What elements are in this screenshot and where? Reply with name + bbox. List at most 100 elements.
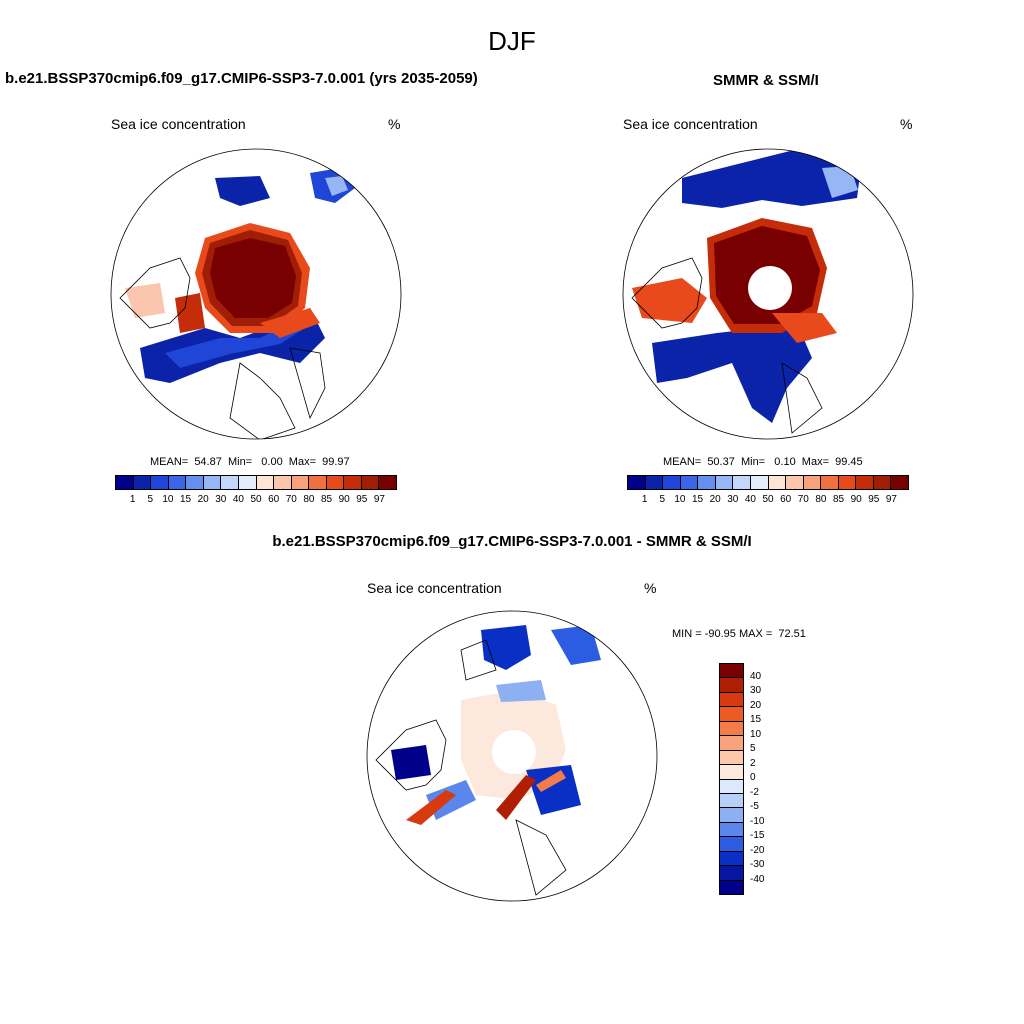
obs-variable-label: Sea ice concentration [623,116,758,132]
colorbar-swatch [838,476,857,489]
colorbar-swatch [720,837,743,852]
colorbar-swatch [274,476,292,489]
colorbar-swatch [891,476,908,489]
obs-colorbar [627,475,909,490]
colorbar-tick-label: -40 [750,873,765,885]
colorbar-tick-label: 30 [215,494,227,505]
colorbar-tick-label: 15 [750,714,762,725]
colorbar-swatch [379,476,396,489]
colorbar-tick-label: 90 [338,494,350,505]
colorbar-tick-label: 40 [750,670,762,682]
colorbar-swatch [133,476,152,489]
colorbar-tick-label: 50 [250,494,262,505]
colorbar-tick-label: 5 [659,494,666,505]
colorbar-tick-label: 15 [691,494,704,505]
colorbar-swatch [821,476,839,489]
diff-variable-label: Sea ice concentration [367,580,502,596]
diff-positive-labrador [406,790,456,825]
obs-ice-hudson [632,278,707,323]
colorbar-swatch [361,476,380,489]
colorbar-tick-label: 95 [356,494,368,505]
diff-positive-greenland [496,775,536,820]
obs-stats: MEAN= 50.37 Min= 0.10 Max= 99.45 [663,456,863,468]
colorbar-tick-label: 20 [750,699,762,711]
diff-negative-barents [526,765,581,815]
colorbar-tick-label: 40 [744,494,756,505]
colorbar-swatch [628,476,646,489]
colorbar-swatch [720,750,743,766]
diff-polar-map [366,610,658,902]
diff-negative-okhotsk [481,625,531,670]
colorbar-swatch [786,476,804,489]
colorbar-tick-label: 85 [320,494,333,505]
colorbar-swatch [720,808,743,823]
obs-pole-hole [748,266,792,310]
colorbar-swatch [256,476,275,489]
model-variable-label: Sea ice concentration [111,116,246,132]
colorbar-swatch [720,664,743,679]
colorbar-swatch [720,678,743,693]
obs-colorbar-ticks: 1 5 10 15 20 30 40 50 60 70 80 85 90 95 97 [627,494,909,508]
colorbar-tick-label: 60 [268,494,280,505]
colorbar-swatch [720,822,743,838]
model-ice-arctic-core [210,238,296,318]
obs-units-label: % [900,116,913,132]
model-ice-hudson [125,283,165,318]
colorbar-tick-label: -15 [750,830,765,841]
colorbar-tick-label: 20 [709,494,721,505]
colorbar-tick-label: 1 [129,494,136,505]
model-colorbar [115,475,397,490]
colorbar-tick-label: 95 [868,494,880,505]
diff-stats: MIN = -90.95 MAX = 72.51 [672,628,806,640]
colorbar-swatch [698,476,716,489]
colorbar-tick-label: 80 [303,494,315,505]
colorbar-swatch [720,779,743,794]
colorbar-tick-label: 80 [815,494,827,505]
figure-title: DJF [488,26,536,56]
colorbar-swatch [238,476,257,489]
model-polar-map [110,148,402,440]
diff-negative-bering [551,625,601,665]
model-panel-title: b.e21.BSSP370cmip6.f09_g17.CMIP6-SSP3-7.… [5,70,478,87]
colorbar-tick-label: 10 [750,728,762,740]
colorbar-tick-label: -5 [750,801,759,812]
colorbar-tick-label: 50 [762,494,774,505]
diff-panel-title: b.e21.BSSP370cmip6.f09_g17.CMIP6-SSP3-7.… [272,533,752,550]
colorbar-tick-label: 5 [147,494,154,505]
colorbar-tick-label: 30 [750,685,762,696]
colorbar-swatch [720,880,743,894]
obs-polar-map [622,148,914,440]
diff-units-label: % [644,580,657,596]
colorbar-swatch [768,476,787,489]
colorbar-swatch [186,476,204,489]
colorbar-tick-label: 15 [179,494,192,505]
colorbar-tick-label: -10 [750,815,765,827]
obs-panel-title: SMMR & SSM/I [713,72,819,89]
colorbar-swatch [720,721,743,737]
colorbar-tick-label: 90 [850,494,862,505]
colorbar-swatch [856,476,874,489]
colorbar-tick-label: 97 [373,494,385,505]
obs-ice-pacific-low [682,149,862,208]
colorbar-tick-label: -20 [750,844,765,856]
colorbar-tick-label: 40 [232,494,244,505]
colorbar-swatch [663,476,681,489]
colorbar-swatch [733,476,751,489]
obs-ice-atlantic-low [652,323,812,423]
colorbar-swatch [203,476,222,489]
colorbar-swatch [326,476,345,489]
colorbar-swatch [803,476,822,489]
colorbar-swatch [168,476,187,489]
model-units-label: % [388,116,401,132]
colorbar-tick-label: 20 [197,494,209,505]
diff-colorbar [719,663,744,895]
colorbar-swatch [720,765,743,780]
colorbar-tick-label: 10 [162,494,174,505]
colorbar-swatch [720,851,743,867]
colorbar-swatch [750,476,769,489]
colorbar-tick-label: 2 [750,757,756,769]
model-colorbar-ticks: 1 5 10 15 20 30 40 50 60 70 80 85 90 95 97 [115,494,397,508]
colorbar-tick-label: 60 [780,494,792,505]
colorbar-swatch [221,476,239,489]
colorbar-tick-label: 70 [797,494,809,505]
